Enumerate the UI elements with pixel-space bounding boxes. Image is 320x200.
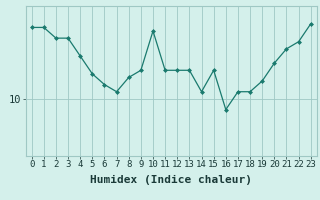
X-axis label: Humidex (Indice chaleur): Humidex (Indice chaleur) <box>90 175 252 185</box>
